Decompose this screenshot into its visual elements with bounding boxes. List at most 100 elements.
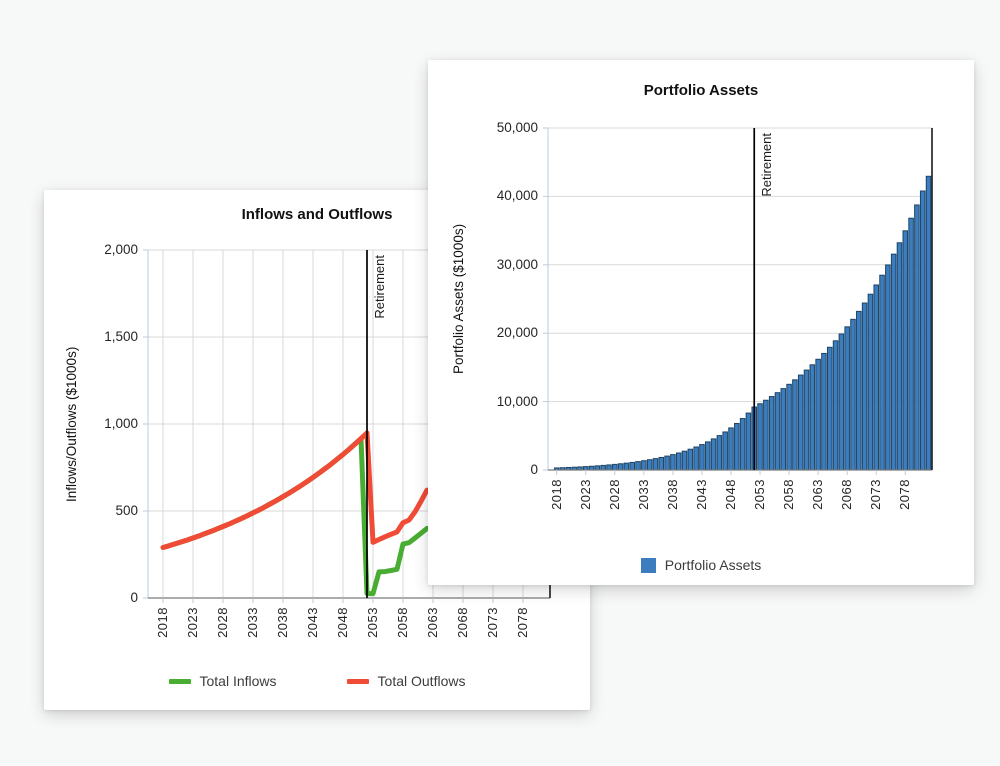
portfolio-bar	[873, 284, 879, 471]
x-tick-label: 2033	[245, 607, 260, 638]
x-tick-label: 2023	[185, 607, 200, 638]
x-tick-label: 2028	[215, 607, 230, 638]
portfolio-bar	[925, 175, 932, 471]
y-tick-label: 500	[115, 503, 138, 518]
portfolio-bar	[919, 190, 926, 471]
retirement-line-label: Retirement	[372, 255, 387, 319]
x-tick-label: 2028	[606, 479, 622, 510]
x-tick-label: 2063	[425, 607, 440, 638]
portfolio-bar	[745, 412, 752, 471]
y-tick-label: 40,000	[496, 188, 538, 204]
portfolio-bar	[902, 230, 909, 471]
portfolio-bar	[652, 458, 659, 471]
x-tick-label: 2038	[664, 479, 680, 510]
portfolio-bar	[774, 392, 781, 471]
x-tick-label: 2038	[275, 607, 290, 638]
portfolio-bar	[768, 396, 775, 471]
legend-swatch	[168, 678, 191, 684]
portfolio-bar	[704, 441, 711, 471]
portfolio-bar	[832, 340, 839, 471]
y-axis-title: Portfolio Assets ($1000s)	[451, 223, 466, 375]
portfolio-bar	[826, 346, 833, 471]
portfolio-bar	[838, 333, 845, 471]
legend: Total Inflows Total Outflows	[44, 673, 590, 689]
y-tick-label: 1,000	[104, 416, 138, 431]
legend-label: Total Inflows	[199, 673, 277, 689]
x-tick-label: 2073	[485, 607, 500, 638]
plot-area	[543, 127, 933, 475]
portfolio-bar	[606, 464, 612, 471]
portfolio-assets-chart-card: Portfolio Assets Portfolio Assets ($1000…	[428, 60, 974, 585]
portfolio-bar	[861, 302, 868, 471]
portfolio-bar	[675, 452, 682, 471]
x-tick-label: 2078	[515, 607, 530, 638]
portfolio-bar	[734, 422, 740, 471]
portfolio-bar	[803, 369, 810, 471]
legend-item: Total Inflows	[168, 673, 277, 689]
portfolio-bar	[780, 388, 787, 471]
x-tick-label: 2073	[868, 479, 884, 510]
portfolio-bar	[809, 364, 816, 471]
portfolio-bar	[670, 454, 676, 471]
portfolio-bar	[757, 403, 763, 471]
x-tick-label: 2053	[365, 607, 380, 638]
portfolio-bar	[867, 293, 874, 471]
portfolio-bar	[594, 465, 601, 471]
portfolio-bar	[879, 274, 885, 471]
portfolio-bar	[687, 448, 694, 471]
y-tick-label: 2,000	[104, 242, 138, 257]
portfolio-bar	[739, 418, 746, 471]
x-tick-label: 2033	[635, 479, 651, 510]
x-tick-label: 2048	[722, 479, 738, 510]
x-tick-label: 2078	[897, 479, 913, 510]
portfolio-bar	[821, 352, 827, 471]
portfolio-bar	[856, 310, 862, 471]
legend-item: Total Outflows	[346, 673, 466, 689]
x-tick-label: 2043	[693, 479, 709, 510]
legend-label: Total Outflows	[377, 673, 466, 689]
portfolio-bar	[815, 358, 821, 471]
y-tick-label: 10,000	[496, 393, 538, 409]
x-tick-label: 2058	[781, 479, 797, 510]
x-tick-label: 2068	[839, 479, 855, 510]
y-tick-label: 30,000	[496, 256, 538, 272]
legend: Portfolio Assets	[428, 557, 974, 573]
portfolio-bar	[629, 461, 636, 471]
x-tick-label: 2053	[752, 479, 768, 510]
portfolio-bar	[890, 253, 897, 471]
x-tick-label: 2048	[335, 607, 350, 638]
portfolio-bar	[797, 374, 804, 471]
portfolio-bar	[600, 464, 606, 471]
portfolio-bar	[914, 204, 920, 471]
portfolio-bar	[617, 463, 624, 471]
portfolio-bar	[641, 460, 647, 471]
portfolio-bar	[716, 435, 723, 471]
portfolio-bar	[664, 455, 670, 471]
x-tick-label: 2063	[810, 479, 826, 510]
portfolio-bar	[850, 318, 856, 471]
x-tick-label: 2018	[548, 479, 564, 510]
portfolio-bar	[623, 462, 630, 471]
x-tick-label: 2023	[577, 479, 593, 510]
x-tick-label: 2058	[395, 607, 410, 638]
x-tick-label: 2068	[455, 607, 470, 638]
series-total-inflows	[160, 436, 430, 597]
legend-swatch	[640, 557, 656, 573]
portfolio-bar	[681, 450, 688, 471]
portfolio-bar	[612, 463, 618, 471]
portfolio-bar	[693, 446, 699, 471]
y-tick-label: 1,500	[104, 329, 138, 344]
portfolio-bar	[646, 459, 653, 471]
legend-label: Portfolio Assets	[664, 557, 762, 573]
y-tick-label: 50,000	[496, 120, 538, 135]
y-tick-label: 0	[530, 462, 538, 477]
x-tick-label: 2018	[155, 607, 170, 638]
portfolio-bar	[699, 444, 705, 471]
legend-swatch	[346, 678, 369, 684]
portfolio-bar	[896, 242, 903, 471]
portfolio-bar	[658, 456, 665, 471]
x-tick-label: 2043	[305, 607, 320, 638]
retirement-line-label: Retirement	[759, 133, 775, 197]
chart-title: Inflows and Outflows	[241, 206, 393, 223]
portfolio-bar	[722, 431, 728, 471]
